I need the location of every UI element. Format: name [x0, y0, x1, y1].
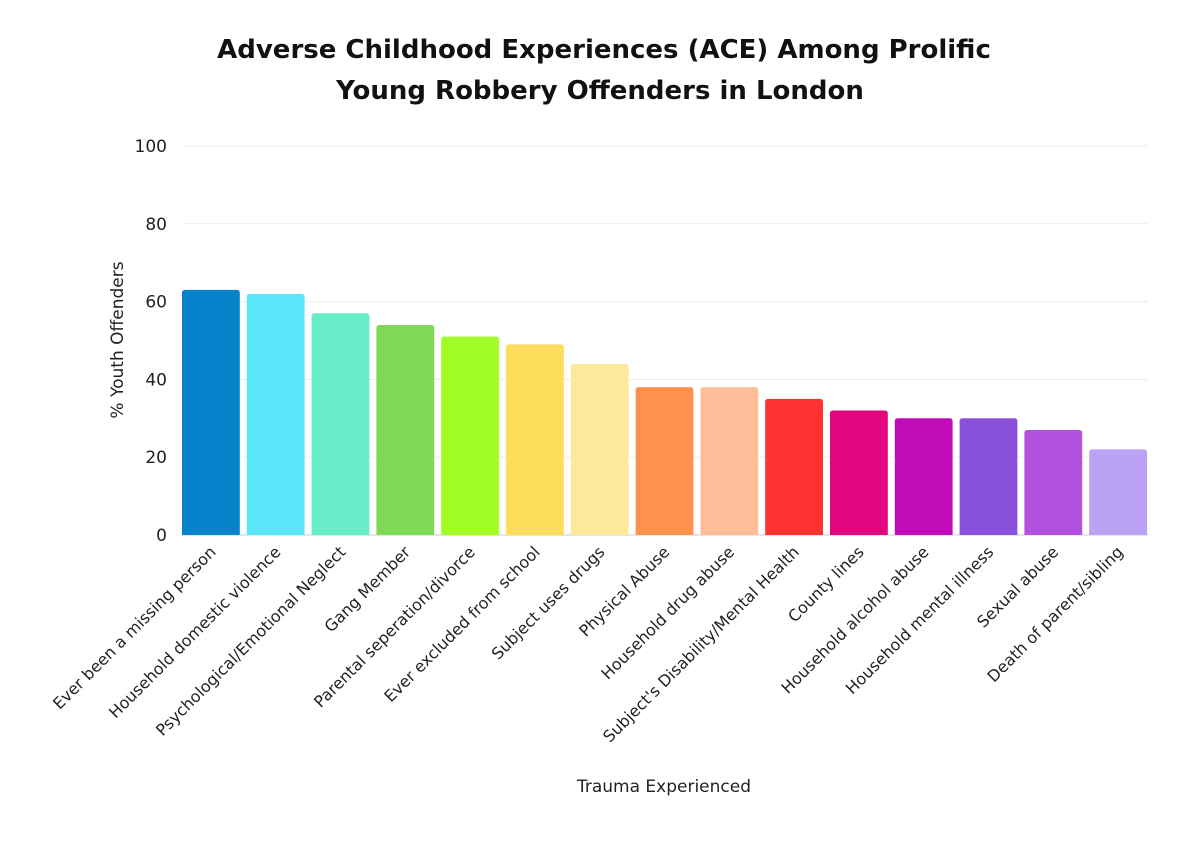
y-tick-label: 100	[135, 137, 167, 157]
y-tick-label: 20	[145, 448, 167, 468]
bar[interactable]	[894, 418, 953, 535]
bar[interactable]	[570, 363, 629, 535]
x-tick-label: Death of parent/sibling	[983, 542, 1126, 685]
bar[interactable]	[959, 418, 1018, 535]
bar[interactable]	[182, 289, 240, 535]
chart-title-line-1: Adverse Childhood Experiences (ACE) Amon…	[217, 35, 991, 65]
bar[interactable]	[441, 336, 499, 535]
bar[interactable]	[506, 344, 564, 535]
bar[interactable]	[830, 410, 888, 535]
bar[interactable]	[635, 387, 694, 535]
bar[interactable]	[376, 324, 435, 535]
y-tick-label: 60	[145, 293, 167, 313]
x-tick-label: Subject uses drugs	[488, 542, 609, 663]
bar[interactable]	[765, 398, 823, 535]
bar[interactable]	[311, 313, 370, 535]
y-axis-ticks: 0 20 40 60 80 100	[135, 137, 167, 546]
y-tick-label: 80	[145, 215, 167, 235]
x-axis-label: Trauma Experienced	[576, 777, 751, 797]
bar[interactable]	[246, 293, 305, 535]
bars	[182, 289, 1147, 535]
bar[interactable]	[1024, 429, 1083, 535]
bar[interactable]	[700, 387, 759, 535]
y-tick-label: 0	[156, 526, 167, 546]
y-axis-label: % Youth Offenders	[108, 261, 128, 418]
x-tick-label: Household drug abuse	[597, 542, 738, 683]
y-tick-label: 40	[145, 370, 167, 390]
bar[interactable]	[1089, 449, 1147, 535]
chart-title-line-2: Young Robbery Offenders in London	[335, 76, 864, 106]
